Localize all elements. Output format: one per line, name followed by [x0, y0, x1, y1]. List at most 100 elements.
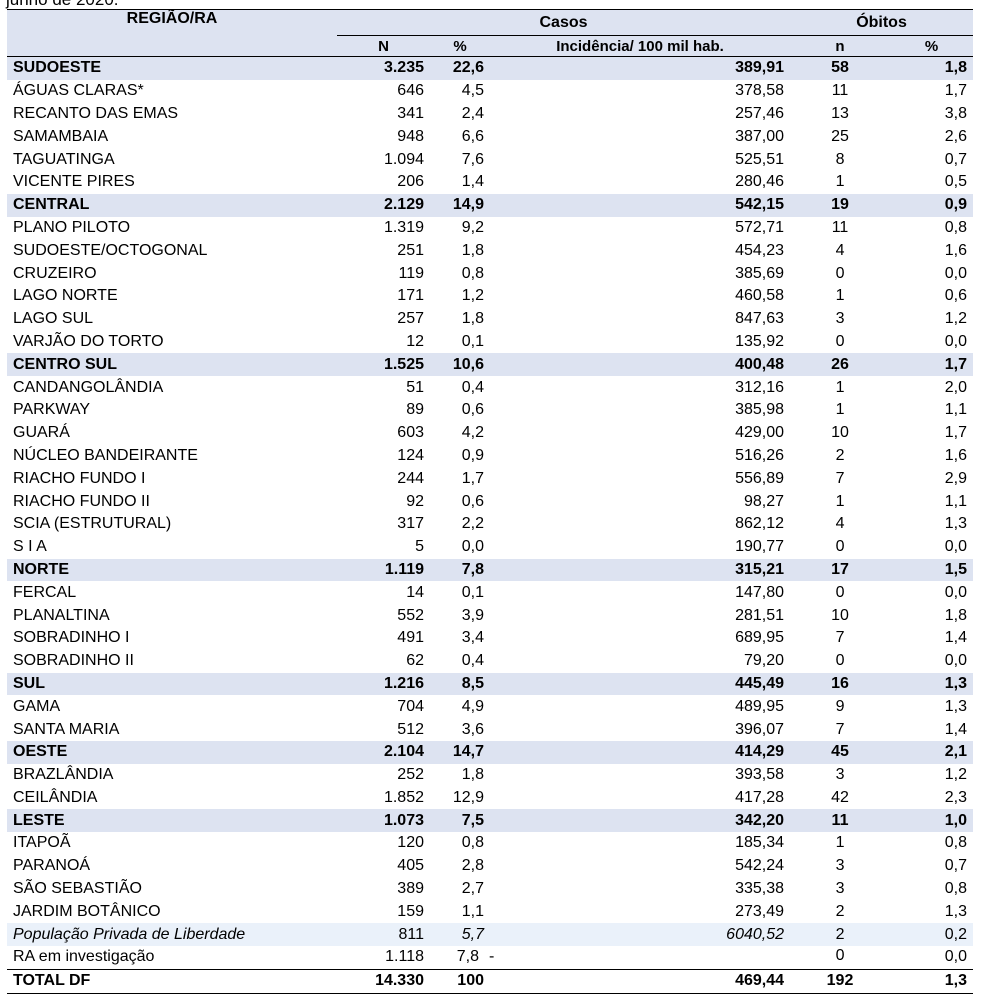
cell-incidence: 385,69 [735, 264, 785, 282]
cell-incidence: 542,24 [735, 857, 785, 875]
cell-cases-n: 704 [397, 697, 424, 715]
cell-deaths-pct: 2,0 [944, 378, 968, 396]
table-row: CRUZEIRO 119 0,8 385,69 0 0,0 [7, 262, 973, 285]
cell-deaths-n: 192 [790, 968, 891, 994]
cell-region-name: CRUZEIRO [13, 264, 97, 282]
cell-incidence: 414,29 [490, 740, 791, 764]
cell-deaths-n: 0 [835, 583, 845, 601]
table-row: PLANALTINA 552 3,9 281,51 10 1,8 [7, 604, 973, 627]
cell-cases-n: 14 [406, 583, 424, 601]
cell-deaths-pct: 0,0 [944, 583, 968, 601]
cell-cases-n: 1.319 [383, 218, 424, 236]
cell-deaths-n: 58 [790, 56, 891, 80]
cell-deaths-pct: 1,1 [944, 492, 968, 510]
table-row: BRAZLÂNDIA 252 1,8 393,58 3 1,2 [7, 764, 973, 787]
cell-cases-n: 1.119 [337, 558, 430, 582]
cell-deaths-n: 3 [835, 766, 845, 784]
cell-cases-pct: 0,1 [461, 332, 484, 350]
cell-cases-n: 1.216 [337, 672, 430, 696]
cell-region-name: PARKWAY [13, 401, 91, 419]
cell-region-name: RIACHO FUNDO I [13, 469, 146, 487]
cell-deaths-n: 2 [835, 446, 845, 464]
cell-incidence: 98,27 [743, 492, 785, 510]
cell-region-name: SÃO SEBASTIÃO [13, 880, 142, 898]
cell-incidence: 689,95 [735, 629, 785, 647]
cell-region-name: RECANTO DAS EMAS [13, 104, 179, 122]
cell-region-name: NÚCLEO BANDEIRANTE [13, 446, 198, 464]
cell-cases-n: 1.852 [383, 788, 424, 806]
cell-region-name: S I A [13, 538, 47, 556]
cell-region-name: NORTE [7, 558, 337, 582]
cell-deaths-n: 13 [831, 104, 849, 122]
cell-cases-pct: 1,8 [461, 766, 484, 784]
cell-deaths-pct: 3,8 [944, 104, 968, 122]
cell-incidence: 335,38 [735, 880, 785, 898]
cell-cases-n: 491 [397, 629, 424, 647]
cell-cases-pct: 4,9 [461, 697, 484, 715]
cell-cases-n: 1.525 [337, 353, 430, 377]
table-row: PLANO PILOTO 1.319 9,2 572,71 11 0,8 [7, 217, 973, 240]
cell-deaths-n: 45 [790, 740, 891, 764]
cell-cases-pct: 7,8 [430, 558, 490, 582]
cell-deaths-pct: 0,8 [944, 218, 968, 236]
cell-cases-n: 252 [397, 766, 424, 784]
table-row: RECANTO DAS EMAS 341 2,4 257,46 13 3,8 [7, 103, 973, 126]
cell-incidence: 525,51 [735, 150, 785, 168]
cell-deaths-n: 1 [835, 287, 845, 305]
cell-deaths-pct: 2,1 [890, 740, 974, 764]
cell-region-name: LAGO NORTE [13, 287, 118, 305]
cell-incidence: 556,89 [735, 469, 785, 487]
cell-incidence: 6040,52 [490, 923, 791, 947]
cell-deaths-pct: 2,3 [944, 788, 968, 806]
table-row: PARANOÁ 405 2,8 542,24 3 0,7 [7, 855, 973, 878]
cell-cases-n: 317 [397, 515, 424, 533]
cell-deaths-pct: 0,7 [944, 857, 968, 875]
cell-region-name: GUARÁ [13, 424, 70, 442]
table-row: RA em investigação 1.118 7,8- 0 0,0 [7, 946, 973, 969]
cell-incidence: 185,34 [735, 834, 785, 852]
region-row: NORTE 1.119 7,8 315,21 17 1,5 [7, 558, 974, 582]
cell-deaths-pct: 1,8 [944, 606, 968, 624]
table-row: GUARÁ 603 4,2 429,00 10 1,7 [7, 422, 973, 445]
cell-deaths-n: 7 [835, 629, 845, 647]
cell-deaths-n: 19 [790, 193, 891, 217]
cell-incidence: 454,23 [735, 241, 785, 259]
cell-cases-n: 251 [397, 241, 424, 259]
table-row: VICENTE PIRES 206 1,4 280,46 1 0,5 [7, 171, 973, 194]
cell-cases-n: 244 [397, 469, 424, 487]
cell-region-name: ÁGUAS CLARAS* [13, 82, 144, 100]
table-row: SÃO SEBASTIÃO 389 2,7 335,38 3 0,8 [7, 878, 973, 901]
header-region: REGIÃO/RA [7, 9, 337, 57]
cell-deaths-n: 8 [835, 150, 845, 168]
cell-cases-pct: 0,1 [461, 583, 484, 601]
cell-cases-pct: 2,8 [461, 857, 484, 875]
cell-cases-pct: 6,6 [461, 127, 484, 145]
cell-deaths-n: 11 [790, 809, 891, 833]
cell-deaths-n: 1 [835, 834, 845, 852]
cell-deaths-n: 26 [790, 353, 891, 377]
cell-deaths-pct: 1,4 [944, 629, 968, 647]
table-row: FERCAL 14 0,1 147,80 0 0,0 [7, 581, 973, 604]
table-row: NÚCLEO BANDEIRANTE 124 0,9 516,26 2 1,6 [7, 445, 973, 468]
cell-incidence: 469,44 [490, 968, 791, 994]
cell-region-name: SAMAMBAIA [13, 127, 109, 145]
cell-cases-pct: 4,5 [461, 82, 484, 100]
cell-incidence: 147,80 [735, 583, 785, 601]
cell-deaths-pct: 1,2 [944, 310, 968, 328]
cell-region-name: LESTE [7, 809, 337, 833]
cell-region-name: FERCAL [13, 583, 77, 601]
cell-cases-n: 603 [397, 424, 424, 442]
cell-incidence: 273,49 [735, 902, 785, 920]
cell-deaths-n: 17 [790, 558, 891, 582]
cell-deaths-pct: 1,2 [944, 766, 968, 784]
cell-cases-pct: 0,0 [461, 538, 484, 556]
cell-cases-pct: 0,8 [461, 834, 484, 852]
cell-cases-n: 89 [406, 401, 424, 419]
cell-deaths-n: 25 [831, 127, 849, 145]
cell-region-name: JARDIM BOTÂNICO [13, 902, 161, 920]
cell-deaths-pct: 1,7 [944, 82, 968, 100]
cell-cases-pct: 5,7 [430, 923, 490, 947]
cell-deaths-pct: 0,2 [890, 923, 974, 947]
cell-cases-pct: 100 [430, 968, 490, 994]
cell-incidence [490, 946, 790, 969]
